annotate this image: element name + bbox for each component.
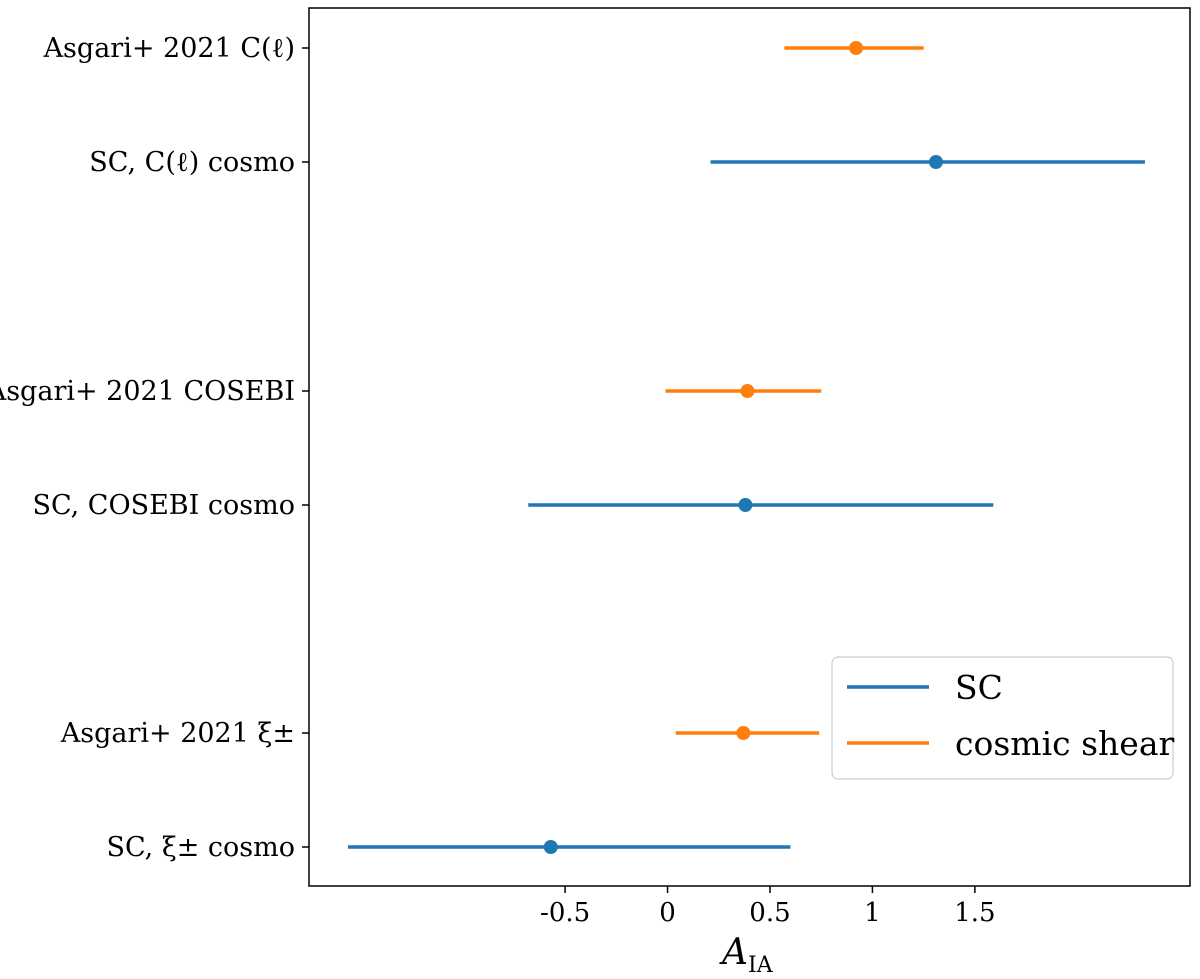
legend-label-cosmic-shear: cosmic shear [955, 724, 1174, 763]
x-tick-label-2: 0.5 [749, 898, 790, 928]
x-tick-label-1: 0 [659, 898, 676, 928]
x-tick-label-3: 1 [864, 898, 881, 928]
y-tick-label-0: Asgari+ 2021 C(ℓ) [43, 33, 295, 64]
x-axis-label: AIA [719, 932, 774, 978]
data-point-1 [928, 155, 943, 169]
y-tick-label-2: Asgari+ 2021 COSEBI [0, 376, 295, 407]
data-point-5 [543, 840, 558, 854]
y-tick-label-1: SC, C(ℓ) cosmo [89, 147, 295, 178]
data-point-0 [849, 41, 864, 55]
legend: SC cosmic shear [831, 656, 1174, 780]
y-tick-label-5: SC, ξ± cosmo [106, 832, 295, 863]
x-tick-label-0: -0.5 [540, 898, 590, 928]
data-point-3 [738, 498, 753, 512]
plot-frame [308, 7, 1191, 887]
y-tick-label-3: SC, COSEBI cosmo [32, 490, 295, 521]
data-point-2 [740, 384, 755, 398]
error-bars [347, 41, 1145, 854]
x-tick-label-4: 1.5 [954, 898, 995, 928]
legend-label-sc: SC [955, 668, 1003, 707]
y-tick-label-4: Asgari+ 2021 ξ± [60, 718, 295, 749]
data-point-4 [736, 726, 751, 740]
y-axis-labels: Asgari+ 2021 C(ℓ) SC, C(ℓ) cosmo Asgari+ 2… [0, 33, 309, 863]
x-axis: -0.5 0 0.5 1 1.5 [540, 886, 996, 928]
